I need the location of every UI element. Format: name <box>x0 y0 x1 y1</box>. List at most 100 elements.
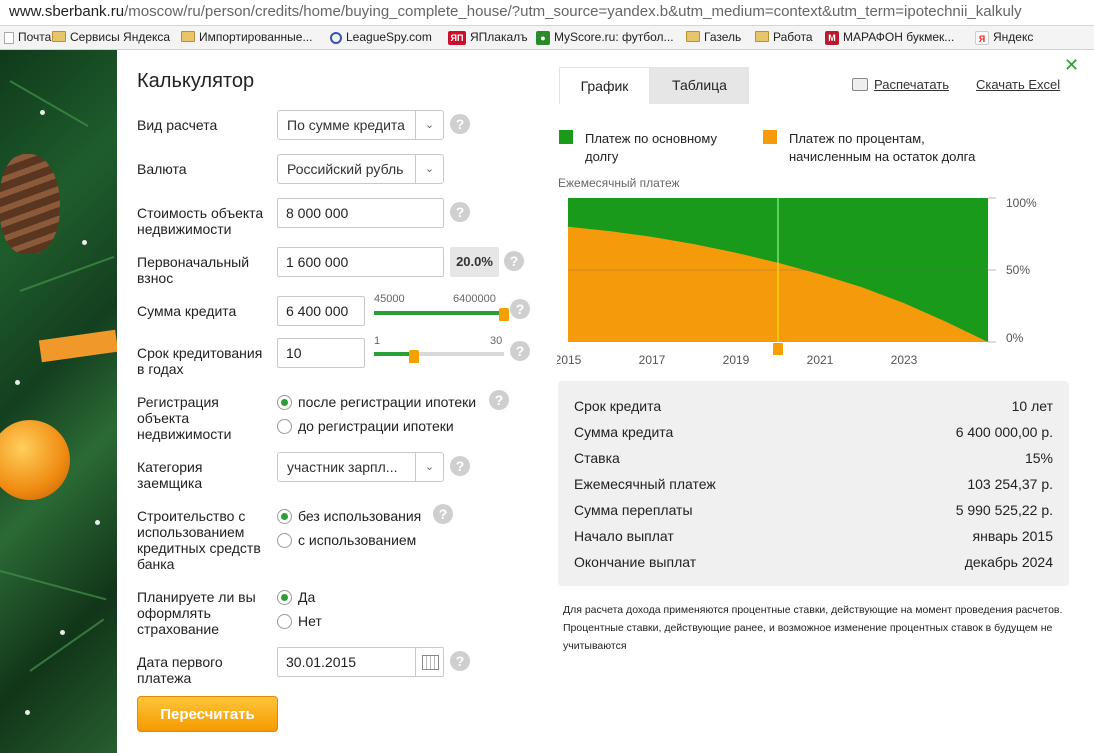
bookmark-leaguespy[interactable]: LeagueSpy.com <box>330 26 432 49</box>
folder-icon <box>181 31 195 42</box>
radio-insurance-yes[interactable]: Да <box>277 589 315 605</box>
radio-after-registration[interactable]: после регистрации ипотеки <box>277 394 476 410</box>
ornament-ball-decoration <box>0 420 70 500</box>
marker-thumb <box>773 343 783 355</box>
bookmark-servisy[interactable]: Сервисы Яндекса <box>52 26 170 49</box>
bookmark-myscore[interactable]: ● MyScore.ru: футбол... <box>536 26 674 49</box>
bookmark-imported[interactable]: Импортированные... <box>181 26 312 49</box>
calc-type-value: По сумме кредита <box>287 117 405 133</box>
bookmark-label: Работа <box>773 30 813 44</box>
help-icon[interactable]: ? <box>433 504 453 524</box>
currency-value: Российский рубль <box>287 161 404 177</box>
loan-slider-min: 45000 <box>374 293 405 305</box>
calc-type-label: Вид расчета <box>137 117 218 133</box>
bookmark-gazel[interactable]: Газель <box>686 26 741 49</box>
help-icon[interactable]: ? <box>489 390 509 410</box>
loan-slider-thumb[interactable] <box>499 308 509 321</box>
calendar-icon[interactable] <box>415 648 443 676</box>
ribbon-decoration <box>38 329 117 363</box>
bookmark-marathon[interactable]: M МАРАФОН букмек... <box>825 26 954 49</box>
radio-label: Нет <box>298 613 322 629</box>
radio-before-registration[interactable]: до регистрации ипотеки <box>277 418 454 434</box>
yandex-icon: Я <box>975 30 989 45</box>
help-icon[interactable]: ? <box>510 341 530 361</box>
help-icon[interactable]: ? <box>450 114 470 134</box>
borrower-category-select[interactable]: участник зарпл... ⌄ <box>277 452 444 482</box>
first-payment-date-input[interactable]: 30.01.2015 <box>277 647 444 677</box>
loan-amount-slider[interactable] <box>374 311 504 315</box>
tab-table[interactable]: Таблица <box>650 67 749 104</box>
bookmark-yaplakal[interactable]: ЯП ЯПлакалъ <box>448 26 528 49</box>
summary-label: Ставка <box>574 450 620 466</box>
currency-select[interactable]: Российский рубль ⌄ <box>277 154 444 184</box>
chevron-down-icon[interactable]: ⌄ <box>415 453 443 481</box>
radio-label: после регистрации ипотеки <box>298 394 477 410</box>
x-tick-label: 2015 <box>557 353 582 367</box>
term-slider[interactable] <box>374 352 504 356</box>
url-host: www.sberbank.ru <box>9 3 125 20</box>
help-icon[interactable]: ? <box>510 299 530 319</box>
radio-label: Да <box>298 589 316 605</box>
y-tick-label: 100% <box>1006 196 1037 210</box>
print-link[interactable]: Распечатать <box>852 77 949 92</box>
folder-icon <box>52 31 66 42</box>
bookmark-yandex[interactable]: Я Яндекс <box>975 26 1033 49</box>
down-payment-input[interactable]: 1 600 000 <box>277 247 444 277</box>
help-icon[interactable]: ? <box>450 202 470 222</box>
bookmark-label: ЯПлакалъ <box>470 30 528 44</box>
marathon-icon: M <box>825 30 839 45</box>
summary-value: декабрь 2024 <box>964 554 1053 570</box>
bookmark-pochta[interactable]: Почта <box>4 26 51 49</box>
chevron-down-icon[interactable]: ⌄ <box>415 111 443 139</box>
calculator-title: Калькулятор <box>137 70 255 92</box>
summary-value: 15% <box>1024 450 1053 466</box>
calc-type-select[interactable]: По сумме кредита ⌄ <box>277 110 444 140</box>
summary-box: Срок кредита 10 лет Сумма кредита 6 400 000… <box>558 381 1069 586</box>
search-icon <box>330 31 342 44</box>
radio-unchecked-icon <box>277 418 292 434</box>
help-icon[interactable]: ? <box>504 251 524 271</box>
radio-insurance-no[interactable]: Нет <box>277 613 322 629</box>
radio-with-bank-funds[interactable]: с использованием <box>277 532 416 548</box>
folder-icon <box>686 31 700 42</box>
property-cost-input[interactable]: 8 000 000 <box>277 198 444 228</box>
loan-amount-input[interactable]: 6 400 000 <box>277 296 365 326</box>
help-icon[interactable]: ? <box>450 456 470 476</box>
summary-label: Ежемесячный платеж <box>574 476 716 492</box>
term-input[interactable]: 10 <box>277 338 365 368</box>
summary-row: Ставка 15% <box>574 448 1053 468</box>
help-icon[interactable]: ? <box>450 651 470 671</box>
term-label: Срок кредитования в годах <box>137 345 263 377</box>
tab-chart[interactable]: График <box>559 67 650 104</box>
url-path: /moscow/ru/person/credits/home/buying_co… <box>124 3 1022 20</box>
payment-chart-svg: 100% 50% 0% 2015 2017 2019 2021 2023 <box>555 196 1037 367</box>
legend-swatch-interest <box>763 130 777 144</box>
recalculate-button[interactable]: Пересчитать <box>137 696 278 732</box>
term-slider-thumb[interactable] <box>409 350 420 363</box>
chevron-down-icon[interactable]: ⌄ <box>415 155 443 183</box>
bookmark-label: Импортированные... <box>199 30 313 44</box>
disclaimer-note: Для расчета дохода применяются процентны… <box>563 604 1063 652</box>
radio-without-bank-funds[interactable]: без использования <box>277 508 421 524</box>
summary-row: Окончание выплат декабрь 2024 <box>574 552 1053 572</box>
radio-label: с использованием <box>298 532 417 548</box>
close-icon[interactable]: ✕ <box>1064 55 1080 75</box>
summary-row: Сумма переплаты 5 990 525,22 р. <box>574 500 1053 520</box>
calculator-panel: ✕ Калькулятор Вид расчета По сумме креди… <box>117 50 1094 753</box>
insurance-label: Планируете ли вы оформлять страхование <box>137 589 256 637</box>
legend-label-interest: Платеж по процентам, начисленным на оста… <box>789 131 976 164</box>
currency-label: Валюта <box>137 161 187 177</box>
bookmark-rabota[interactable]: Работа <box>755 26 813 49</box>
summary-row: Начало выплат январь 2015 <box>574 526 1053 546</box>
address-bar[interactable]: www.sberbank.ru/moscow/ru/person/credits… <box>0 0 1094 26</box>
first-payment-date-label: Дата первого платежа <box>137 654 223 686</box>
summary-value: 103 254,37 р. <box>967 476 1053 492</box>
summary-value: 5 990 525,22 р. <box>955 502 1053 518</box>
bookmark-label: LeagueSpy.com <box>346 30 432 44</box>
summary-label: Начало выплат <box>574 528 674 544</box>
bookmarks-bar: Почта Сервисы Яндекса Импортированные...… <box>0 26 1094 50</box>
term-slider-min: 1 <box>374 335 381 347</box>
printer-icon <box>852 78 868 91</box>
summary-value: 10 лет <box>1011 398 1053 414</box>
download-excel-link[interactable]: Скачать Excel <box>976 77 1061 92</box>
